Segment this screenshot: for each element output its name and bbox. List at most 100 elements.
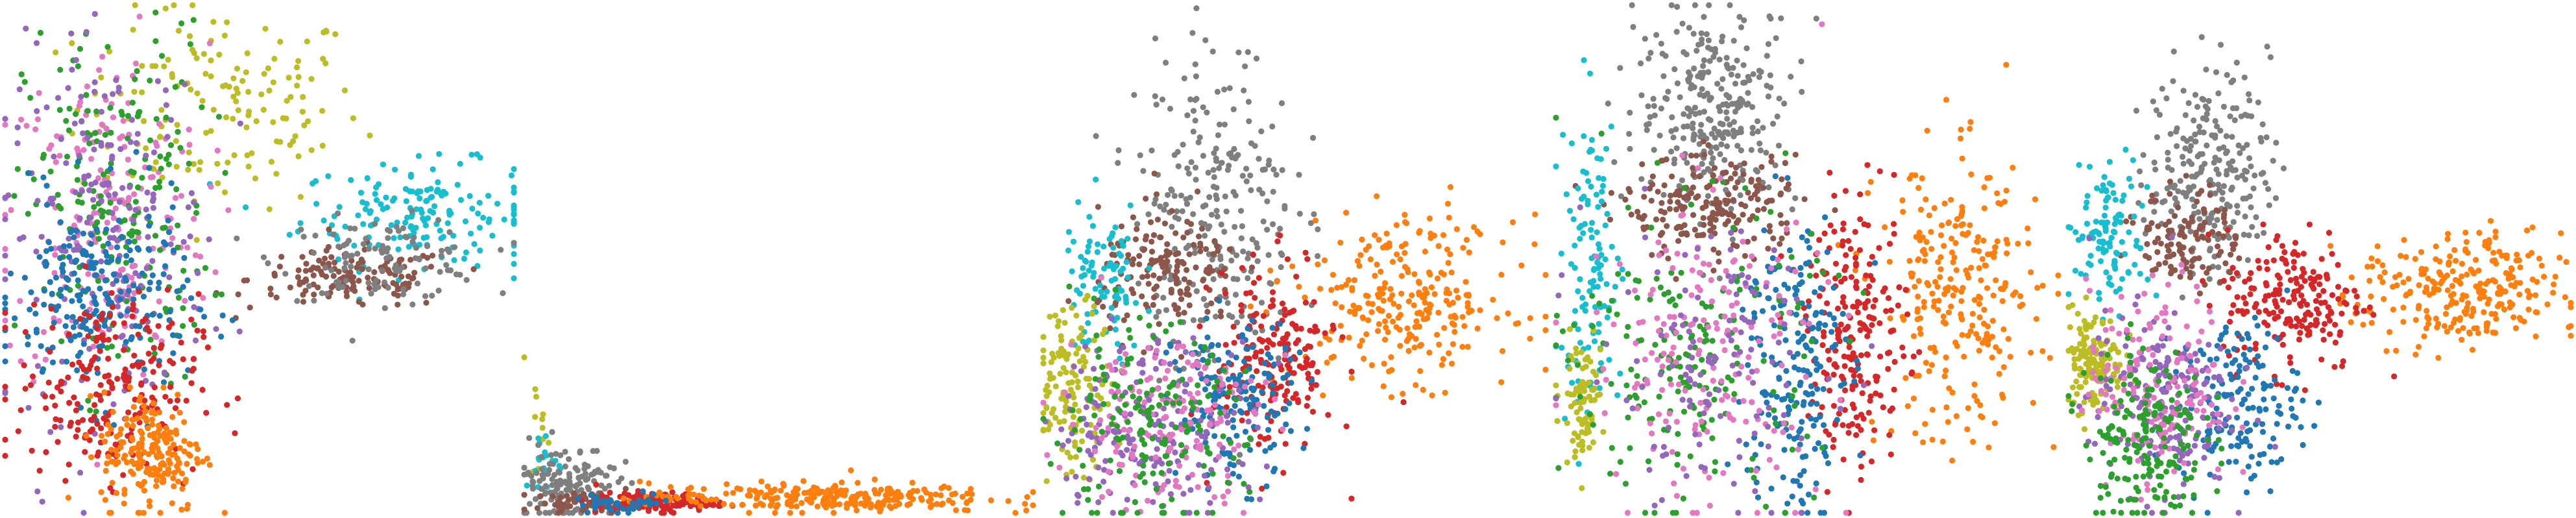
data-point <box>787 510 794 516</box>
data-point <box>1282 344 1289 351</box>
data-point <box>73 257 80 264</box>
data-point <box>1237 395 1244 402</box>
data-point <box>606 482 613 489</box>
data-point <box>225 207 232 214</box>
data-point <box>1200 277 1206 284</box>
data-point <box>1919 175 1925 182</box>
data-point <box>1075 500 1081 506</box>
data-point <box>843 487 849 494</box>
data-point <box>1158 254 1164 261</box>
data-point <box>1994 190 2000 197</box>
data-point <box>1264 198 1270 204</box>
data-point <box>121 320 127 327</box>
data-point <box>1245 99 1252 105</box>
data-point <box>210 19 217 25</box>
data-point <box>1908 273 1915 280</box>
data-point <box>914 487 921 494</box>
data-point <box>1678 231 1684 238</box>
data-point <box>1047 461 1054 467</box>
data-point <box>511 184 517 191</box>
data-point <box>97 285 103 292</box>
data-point <box>236 328 243 335</box>
data-point <box>625 510 632 516</box>
data-point <box>175 295 182 301</box>
data-point <box>245 112 252 119</box>
data-point <box>119 185 126 191</box>
data-point <box>1466 249 1472 256</box>
data-point <box>529 478 536 485</box>
data-point <box>1638 92 1645 99</box>
data-point <box>1924 280 1930 286</box>
data-point <box>1719 211 1725 217</box>
data-point <box>356 277 362 284</box>
data-point <box>247 304 253 311</box>
data-point <box>23 123 30 129</box>
data-point <box>429 253 436 259</box>
data-point <box>1979 256 1986 262</box>
data-point <box>1923 239 1930 245</box>
data-point <box>1149 435 1156 442</box>
data-point <box>1313 382 1319 388</box>
data-point <box>1400 399 1407 406</box>
data-point <box>1426 349 1433 356</box>
data-point <box>1100 478 1107 485</box>
data-point <box>1701 151 1708 158</box>
data-point <box>1163 400 1170 406</box>
data-point <box>23 25 29 32</box>
data-point <box>1434 332 1440 338</box>
data-point <box>1168 321 1174 328</box>
data-point <box>420 216 426 222</box>
data-point <box>1141 441 1148 448</box>
data-point <box>151 384 158 391</box>
data-point <box>433 188 440 195</box>
data-point <box>500 290 506 297</box>
data-point <box>435 288 442 294</box>
data-point <box>1315 226 1321 232</box>
data-point <box>1114 423 1121 430</box>
data-point <box>521 464 528 471</box>
data-point <box>745 492 751 499</box>
data-point <box>1270 331 1277 338</box>
data-point <box>2034 284 2041 291</box>
data-point <box>22 328 29 336</box>
data-point <box>2028 269 2034 275</box>
data-point <box>1195 390 1201 397</box>
data-point <box>838 487 844 494</box>
data-point <box>62 323 69 329</box>
data-point <box>1129 450 1136 457</box>
data-point <box>1259 388 1265 395</box>
data-point <box>1742 253 1748 259</box>
data-point <box>34 197 41 204</box>
data-point <box>84 219 90 226</box>
data-point <box>115 84 122 91</box>
data-point <box>1996 348 2002 354</box>
data-point <box>1189 471 1196 478</box>
data-point <box>128 117 135 123</box>
data-point <box>1764 82 1770 89</box>
data-point <box>1235 473 1242 480</box>
data-point <box>2 325 8 331</box>
data-point <box>201 314 208 320</box>
data-point <box>80 147 87 153</box>
data-point <box>1265 252 1272 258</box>
data-point <box>419 210 425 216</box>
data-point <box>1089 510 1095 516</box>
data-point <box>1989 354 1995 361</box>
data-point <box>1707 95 1713 101</box>
data-point <box>1159 503 1165 510</box>
data-point <box>1086 214 1093 220</box>
data-point <box>1679 177 1685 184</box>
data-point <box>1668 173 1675 180</box>
data-point <box>521 491 528 498</box>
data-point <box>1928 228 1934 235</box>
data-point <box>739 502 746 508</box>
data-point <box>1201 344 1208 351</box>
data-point <box>1693 153 1699 159</box>
data-point <box>92 130 99 136</box>
data-point <box>349 286 356 292</box>
data-point <box>88 181 95 188</box>
data-point <box>435 217 442 223</box>
data-point <box>1376 286 1383 292</box>
data-point <box>1869 419 1875 425</box>
data-point <box>379 243 386 249</box>
